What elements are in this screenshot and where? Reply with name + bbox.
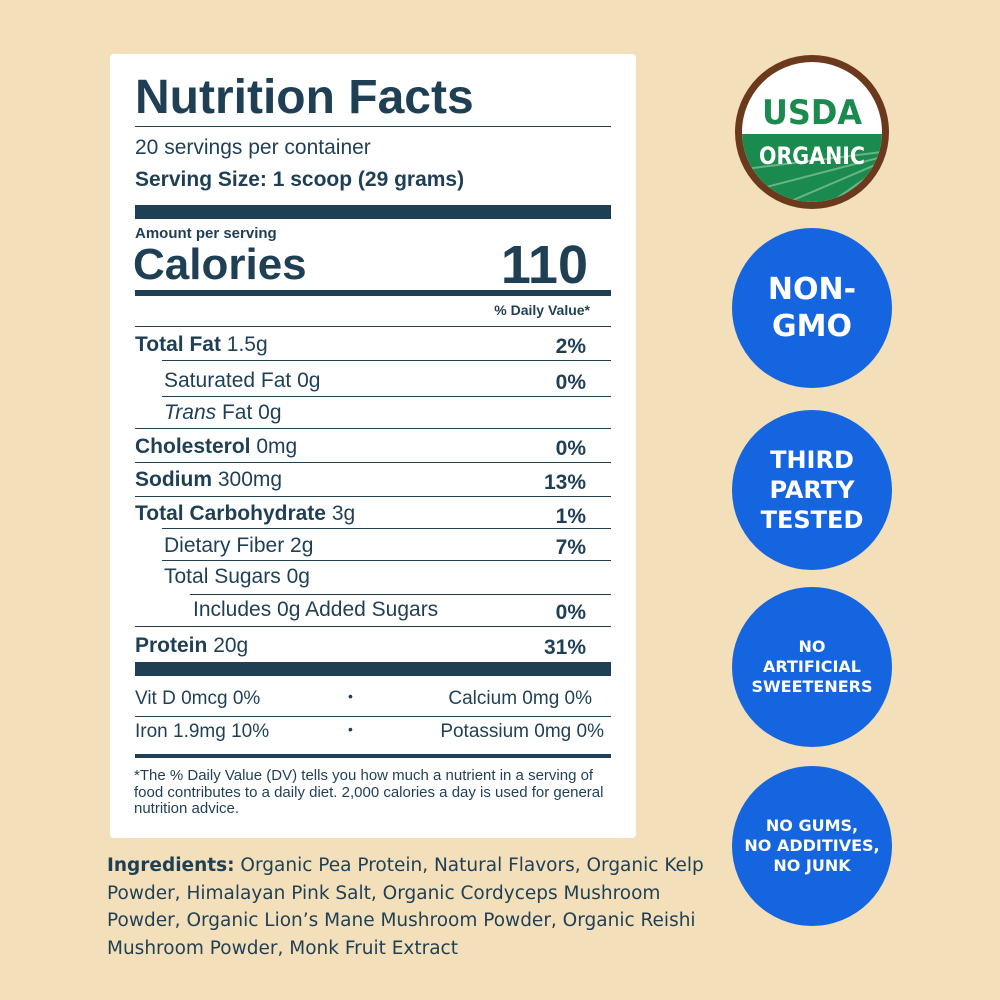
dv-sodium: 13% xyxy=(543,471,586,494)
badge-no-artificial-sweeteners: NO ARTIFICIAL SWEETENERS xyxy=(732,587,892,747)
calories-value: 110 xyxy=(500,235,588,295)
serving-size: Serving Size: 1 scoop (29 grams) xyxy=(135,168,465,191)
row-added-sugars: Includes 0g Added Sugars xyxy=(193,598,439,621)
calcium: Calcium 0mg 0% xyxy=(448,688,592,709)
servings-per-container: 20 servings per container xyxy=(135,136,371,159)
amount-per-serving: Amount per serving xyxy=(135,225,277,242)
divider-thick xyxy=(135,205,611,219)
row-dietary-fiber: Dietary Fiber 2g xyxy=(164,534,314,557)
row-total-carbohydrate: Total Carbohydrate 3g xyxy=(135,502,356,525)
divider-thick xyxy=(135,662,611,676)
dv-added-sugars: 0% xyxy=(555,601,586,624)
bullet: • xyxy=(348,721,353,737)
row-trans-fat: Trans Fat 0g xyxy=(164,401,282,424)
bullet: • xyxy=(348,688,353,704)
dv-dietary-fiber: 7% xyxy=(555,536,586,559)
label-title: Nutrition Facts xyxy=(135,71,474,124)
dv-protein: 31% xyxy=(543,636,586,659)
dv-total-fat: 2% xyxy=(555,335,586,358)
row-total-fat: Total Fat 1.5g xyxy=(135,333,268,356)
daily-value-header: % Daily Value* xyxy=(494,302,590,318)
svg-text:ORGANIC: ORGANIC xyxy=(759,142,865,170)
footnote: *The % Daily Value (DV) tells you how mu… xyxy=(134,767,604,817)
dv-cholesterol: 0% xyxy=(555,437,586,460)
vitamin-d: Vit D 0mcg 0% xyxy=(135,688,261,709)
svg-text:USDA: USDA xyxy=(762,93,863,133)
dv-total-carbohydrate: 1% xyxy=(555,505,586,528)
row-sodium: Sodium 300mg xyxy=(135,468,283,491)
badge-no-gums-additives-junk: NO GUMS, NO ADDITIVES, NO JUNK xyxy=(732,766,892,926)
row-saturated-fat: Saturated Fat 0g xyxy=(164,369,321,392)
divider xyxy=(135,754,611,758)
potassium: Potassium 0mg 0% xyxy=(440,721,604,742)
row-protein: Protein 20g xyxy=(135,634,249,657)
badge-third-party-tested: THIRD PARTY TESTED xyxy=(732,410,892,570)
dv-saturated-fat: 0% xyxy=(555,371,586,394)
ingredients: Ingredients: Organic Pea Protein, Natura… xyxy=(107,855,704,959)
nutrition-facts-panel xyxy=(110,54,636,838)
badge-non-gmo: NON- GMO xyxy=(732,228,892,388)
divider-medium xyxy=(135,290,611,296)
usda-organic-seal: USDA ORGANIC xyxy=(732,52,892,212)
calories-label: Calories xyxy=(133,240,307,289)
iron: Iron 1.9mg 10% xyxy=(135,721,270,742)
row-total-sugars: Total Sugars 0g xyxy=(164,565,310,588)
row-cholesterol: Cholesterol 0mg xyxy=(135,435,298,458)
